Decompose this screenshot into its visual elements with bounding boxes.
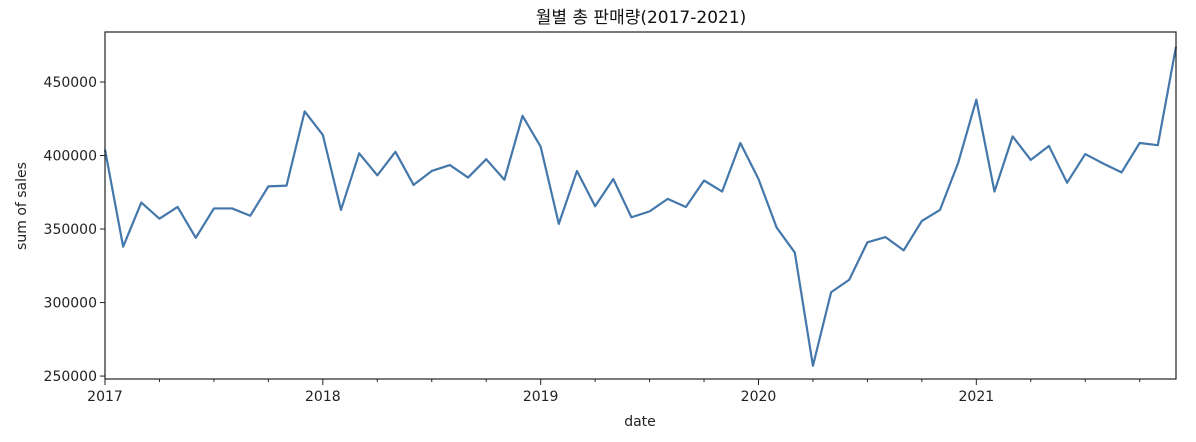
x-axis-label: date [624, 414, 656, 430]
x-axis: 2017 2018 2019 2020 2021 [87, 379, 1141, 405]
y-tick-label: 300000 [44, 296, 97, 312]
series-line [103, 46, 1178, 367]
x-tick-label: 2020 [741, 389, 777, 405]
plot-frame [104, 31, 1177, 380]
plot-area [103, 46, 1178, 367]
x-tick-label: 2017 [87, 389, 123, 405]
y-tick-label: 450000 [44, 75, 97, 91]
y-axis: 250000 300000 350000 400000 450000 [44, 75, 105, 385]
y-tick-label: 350000 [44, 222, 97, 238]
y-tick-label: 400000 [44, 149, 97, 165]
y-tick-label: 250000 [44, 369, 97, 385]
x-tick-label: 2018 [305, 389, 341, 405]
x-tick-label: 2019 [523, 389, 559, 405]
chart-title: 월별 총 판매량(2017-2021) [536, 8, 747, 28]
x-tick-label: 2021 [959, 389, 995, 405]
y-axis-label: sum of sales [14, 162, 30, 250]
